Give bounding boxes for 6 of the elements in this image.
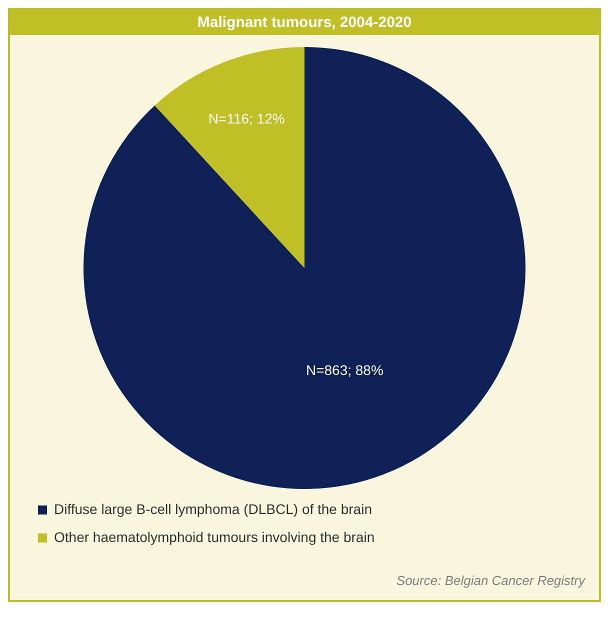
data-label: N=116; 12% <box>208 110 285 127</box>
chart-title: Malignant tumours, 2004-2020 <box>10 10 599 35</box>
legend-label: Other haematolymphoid tumours involving the brain <box>54 528 375 545</box>
legend-label: Diffuse large B-cell lymphoma (DLBCL) of the brain <box>54 500 372 517</box>
data-label: N=863; 88% <box>306 362 384 378</box>
source-note: Source: Belgian Cancer Registry <box>395 572 586 590</box>
